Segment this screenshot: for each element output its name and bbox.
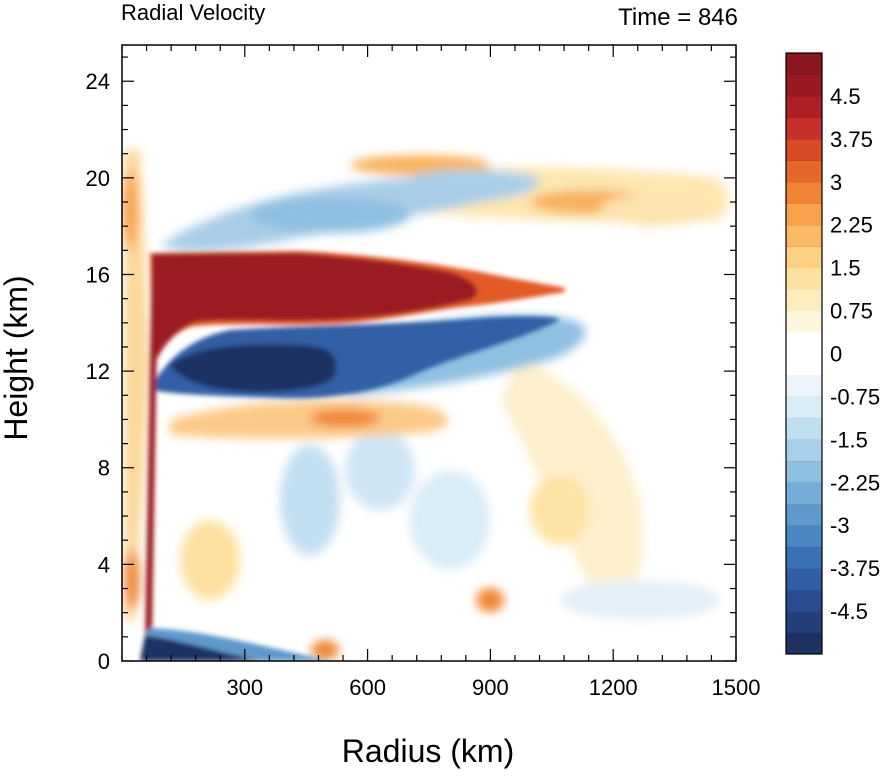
y-tick-label: 0 <box>98 649 110 674</box>
colorbar-label: 2.25 <box>830 213 873 238</box>
field-low-warm-3 <box>180 520 240 600</box>
colorbar-swatch <box>786 181 822 204</box>
field-midlevel-core <box>310 409 380 427</box>
field-upper-inflow-core <box>170 344 337 392</box>
colorbar: 4.5 3.75 3 2.25 1.5 0.75 0 -0.75 -1.5 -2.25 -3 -3.7… <box>785 52 880 655</box>
colorbar-swatch <box>786 95 822 118</box>
x-tick-label: 300 <box>226 675 263 700</box>
colorbar-swatch <box>786 417 822 440</box>
colorbar-swatch <box>786 310 822 333</box>
y-tick-label: 4 <box>98 552 110 577</box>
colorbar-swatch <box>786 53 822 75</box>
y-tick-label: 8 <box>98 456 110 481</box>
colorbar-swatch <box>786 353 822 376</box>
colorbar-swatch <box>786 525 822 548</box>
colorbar-swatch <box>786 246 822 269</box>
colorbar-label: 3.75 <box>830 127 873 152</box>
colorbar-swatch <box>786 503 822 526</box>
y-tick-label: 24 <box>86 69 110 94</box>
x-tick-label: 1500 <box>712 675 761 700</box>
colorbar-label: -1.5 <box>830 427 868 452</box>
x-tick-label: 600 <box>349 675 386 700</box>
colorbar-label: 0 <box>830 342 842 367</box>
colorbar-label: -2.25 <box>830 470 880 495</box>
field-left-warm-1 <box>122 170 138 250</box>
field-upper-cool-2 <box>250 197 410 233</box>
x-axis-title: Radius (km) <box>342 733 514 769</box>
colorbar-label: -4.5 <box>830 599 868 624</box>
colorbar-swatch <box>786 568 822 591</box>
colorbar-swatch <box>786 546 822 569</box>
field-upper-cool-3 <box>410 170 530 186</box>
colorbar-swatch <box>786 632 822 655</box>
y-tick-label: 12 <box>86 359 110 384</box>
y-tick-label: 16 <box>86 262 110 287</box>
field-boundary-inflow <box>140 635 260 661</box>
plot-frame <box>121 44 737 662</box>
field-left-warm-column <box>124 150 150 620</box>
y-tick-label: 20 <box>86 166 110 191</box>
field-low-warm-2 <box>311 640 339 660</box>
colorbar-label: -3 <box>830 513 850 538</box>
colorbar-label: -3.75 <box>830 556 880 581</box>
colorbar-swatch <box>786 439 822 462</box>
colorbar-frame <box>785 52 823 655</box>
x-tick-label: 900 <box>472 675 509 700</box>
field-mid-cool-1 <box>280 445 340 555</box>
axes: 300 600 900 1200 1500 0 4 8 12 16 20 24 <box>86 45 761 700</box>
colorbar-swatch <box>786 224 822 247</box>
colorbar-swatch <box>786 332 822 354</box>
colorbar-swatch <box>786 160 822 183</box>
field-warm-patch-3 <box>600 194 710 226</box>
colorbar-swatch <box>786 396 822 419</box>
colorbar-swatch <box>786 117 822 140</box>
field-low-warm-1 <box>476 588 504 612</box>
field-midlevel-outflow <box>170 400 449 439</box>
field-low-cool <box>560 580 720 620</box>
colorbar-label: 4.5 <box>830 84 861 109</box>
field-left-warm-2 <box>124 550 140 610</box>
chart-title: Radial Velocity <box>121 0 265 25</box>
colorbar-swatch <box>786 138 822 161</box>
field-mid-warm-2 <box>530 475 590 545</box>
x-tick-label: 1200 <box>589 675 638 700</box>
colorbar-swatch <box>786 74 822 97</box>
colorbar-swatch <box>786 482 822 505</box>
colorbar-swatch <box>786 460 822 483</box>
field-boundary-inflow-fringe <box>145 628 330 661</box>
field-eyewall-outflow <box>145 260 158 640</box>
colorbar-label: -0.75 <box>830 384 880 409</box>
field-warm-patch-1 <box>350 155 490 175</box>
colorbar-swatch <box>786 203 822 226</box>
colorbar-swatch <box>786 267 822 290</box>
colorbar-label: 1.5 <box>830 256 861 281</box>
colorbar-swatch <box>786 611 822 634</box>
time-label: Time = 846 <box>618 4 738 31</box>
colorbar-swatch <box>786 589 822 612</box>
velocity-field <box>122 150 729 661</box>
colorbar-swatch <box>786 374 822 397</box>
field-mid-cool-3 <box>410 470 490 570</box>
y-axis-title: Height (km) <box>0 275 34 440</box>
field-mid-cool-2 <box>345 430 415 510</box>
colorbar-swatch <box>786 289 822 312</box>
field-upper-outflow-core <box>152 253 478 360</box>
colorbar-label: 0.75 <box>830 299 873 324</box>
colorbar-label: 3 <box>830 170 842 195</box>
